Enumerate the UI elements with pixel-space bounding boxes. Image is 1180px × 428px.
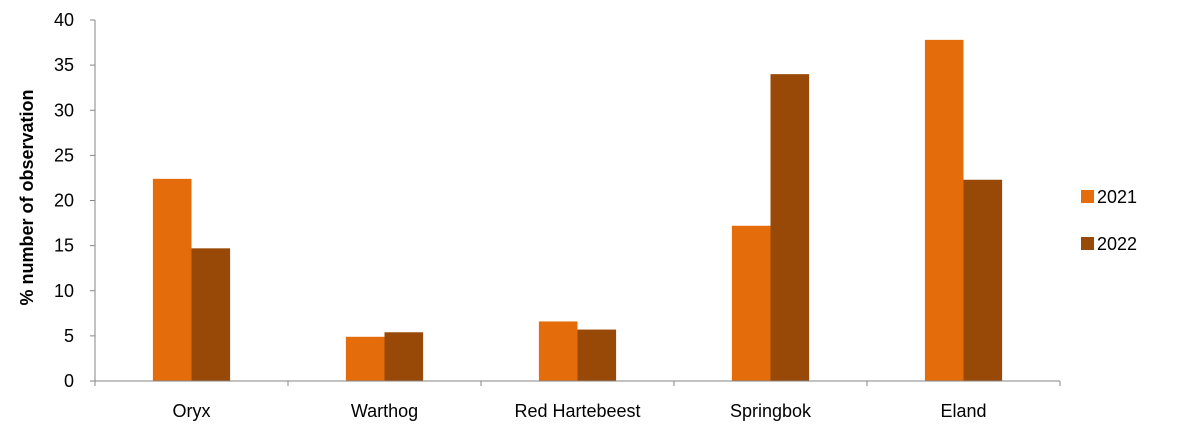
legend-swatch-2021 bbox=[1081, 190, 1094, 203]
bar-2022-springbok bbox=[770, 74, 810, 382]
bar-2022-oryx bbox=[191, 248, 231, 381]
y-tick-label: 0 bbox=[64, 371, 74, 391]
x-tick-label: Red Hartebeest bbox=[514, 401, 640, 421]
y-tick-label: 40 bbox=[54, 10, 74, 30]
y-tick-label: 30 bbox=[54, 100, 74, 120]
bar-2021-springbok bbox=[731, 225, 771, 381]
legend-swatch-2022 bbox=[1081, 237, 1094, 250]
legend-label-2022: 2022 bbox=[1097, 234, 1137, 254]
x-tick-label: Springbok bbox=[730, 401, 812, 421]
y-tick-label: 15 bbox=[54, 236, 74, 256]
y-tick-label: 25 bbox=[54, 145, 74, 165]
bars bbox=[152, 39, 1003, 382]
y-axis-title: % number of observation bbox=[17, 89, 37, 305]
y-tick-label: 20 bbox=[54, 191, 74, 211]
legend: 2021 2022 bbox=[1081, 187, 1137, 254]
bar-2022-red-hartebeest bbox=[577, 329, 617, 381]
bar-2021-oryx bbox=[152, 178, 192, 381]
bar-2021-eland bbox=[924, 39, 964, 381]
y-tick-label: 5 bbox=[64, 326, 74, 346]
bar-2022-eland bbox=[963, 179, 1003, 381]
x-axis-ticks: Oryx Warthog Red Hartebeest Springbok Eland bbox=[94, 381, 1061, 421]
bar-2021-red-hartebeest bbox=[538, 321, 578, 381]
legend-label-2021: 2021 bbox=[1097, 187, 1137, 207]
bar-2021-warthog bbox=[345, 336, 385, 381]
x-tick-label: Eland bbox=[940, 401, 986, 421]
bar-2022-warthog bbox=[384, 332, 424, 381]
x-tick-label: Warthog bbox=[351, 401, 418, 421]
y-axis-ticks: 0 5 10 15 20 25 30 35 40 bbox=[54, 10, 95, 391]
y-tick-label: 35 bbox=[54, 55, 74, 75]
y-tick-label: 10 bbox=[54, 281, 74, 301]
x-tick-label: Oryx bbox=[173, 401, 211, 421]
